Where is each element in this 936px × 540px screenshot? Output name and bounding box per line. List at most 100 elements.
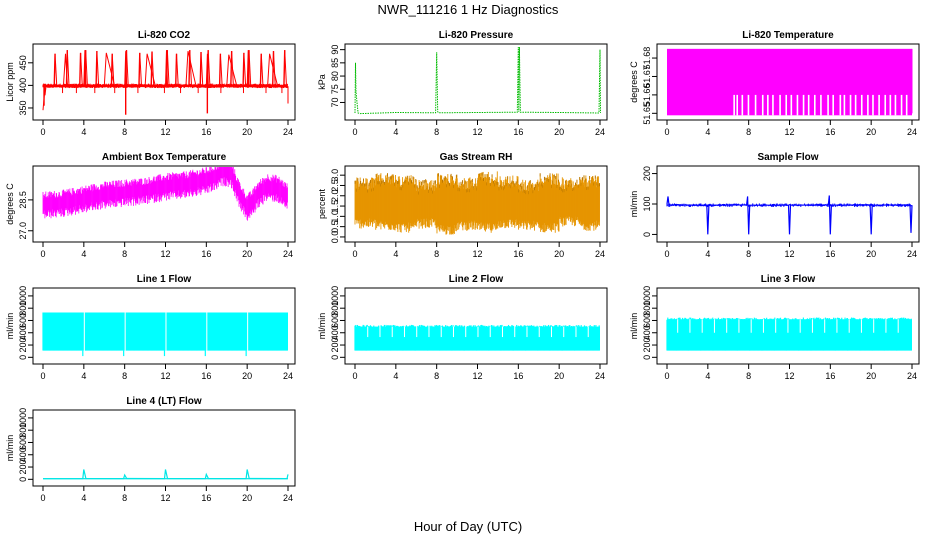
y-tick-label: 350 — [18, 100, 28, 115]
y-tick-label: 400 — [18, 447, 28, 462]
co2-spike — [66, 50, 70, 87]
x-tick-label: 24 — [283, 371, 293, 381]
co2-spike — [260, 53, 264, 87]
panel-line-1-flow: Line 1 Flow 0 4 8 12 16 20 24 0 2004006008001000m… — [5, 274, 296, 381]
co2-spike — [248, 50, 252, 87]
x-tick-label: 0 — [352, 127, 357, 137]
x-tick-label: 4 — [81, 249, 86, 259]
co2-spike — [96, 51, 100, 87]
co2-spike — [126, 50, 129, 87]
x-tick-label: 8 — [122, 371, 127, 381]
y-tick-label: 200 — [18, 460, 28, 475]
temperature-gap — [796, 94, 799, 116]
x-tick-label: 16 — [201, 371, 211, 381]
x-tick-label: 12 — [160, 371, 170, 381]
x-tick-label: 16 — [825, 249, 835, 259]
y-tick-label: 200 — [330, 338, 340, 353]
y-tick-label: 600 — [18, 435, 28, 450]
co2-spike — [111, 53, 115, 87]
panel-title: Li-820 CO2 — [138, 30, 191, 41]
y-tick-label: 0 — [642, 232, 652, 237]
x-tick-label: 16 — [201, 127, 211, 137]
temperature-gap — [872, 94, 874, 116]
y-tick-label: 75 — [330, 84, 340, 94]
x-tick-label: 8 — [746, 371, 751, 381]
x-tick-label: 12 — [472, 371, 482, 381]
y-tick-label: 0 — [642, 355, 652, 360]
y-tick-label: 27.0 — [18, 222, 28, 240]
y-tick-label: 1.5 — [330, 200, 340, 213]
line4-line — [42, 469, 289, 480]
y-tick-label: 400 — [642, 325, 652, 340]
temperature-gap — [860, 94, 863, 116]
co2-spike — [273, 51, 276, 87]
y-tick-label: 800 — [18, 423, 28, 438]
plot-frame — [32, 165, 296, 243]
temperature-gap — [785, 94, 788, 116]
y-tick-label: 400 — [330, 325, 340, 340]
x-tick-label: 4 — [81, 127, 86, 137]
plot-frame — [344, 165, 608, 243]
x-tick-label: 8 — [434, 127, 439, 137]
temperature-gap — [849, 94, 852, 116]
temperature-gap — [767, 94, 769, 116]
series — [42, 469, 289, 480]
panel-title: Line 1 Flow — [137, 274, 192, 285]
x-tick-label: 0 — [40, 371, 45, 381]
x-tick-label: 24 — [907, 127, 917, 137]
temperature-gap — [900, 94, 903, 116]
x-tick-label: 0 — [664, 127, 669, 137]
y-tick-label: 800 — [642, 301, 652, 316]
panel-li-820-pressure: Li-820 Pressure 0 4 8 12 16 20 24 70 75 80 85 90 kPa — [317, 30, 608, 137]
x-tick-label: 0 — [352, 249, 357, 259]
panel-title: Li-820 Pressure — [439, 30, 514, 41]
figure-title: NWR_111216 1 Hz Diagnostics — [378, 2, 559, 17]
x-tick-label: 8 — [122, 127, 127, 137]
y-tick-label: 2.5 — [330, 179, 340, 192]
x-tick-label: 8 — [122, 249, 127, 259]
x-tick-label: 16 — [825, 371, 835, 381]
y-tick-label: 0.0 — [330, 231, 340, 244]
temperature-gap — [820, 94, 822, 116]
co2-spike — [284, 50, 287, 87]
temperature-gap — [814, 94, 816, 116]
y-tick-label: 600 — [642, 313, 652, 328]
x-tick-label: 8 — [122, 493, 127, 503]
x-tick-label: 16 — [513, 127, 523, 137]
plot-frame — [656, 287, 920, 365]
y-tick-label: 51.67 — [642, 65, 652, 88]
x-tick-label: 12 — [160, 493, 170, 503]
x-tick-label: 4 — [393, 371, 398, 381]
x-tick-label: 8 — [746, 127, 751, 137]
x-tick-label: 24 — [283, 249, 293, 259]
x-tick-label: 16 — [201, 493, 211, 503]
sample-flow-line — [666, 195, 913, 235]
x-tick-label: 4 — [393, 249, 398, 259]
plot-frame — [344, 287, 608, 365]
x-tick-label: 20 — [554, 127, 564, 137]
x-tick-label: 4 — [705, 371, 710, 381]
x-tick-label: 0 — [664, 371, 669, 381]
temperature-gap — [754, 94, 757, 116]
plot-frame — [656, 43, 920, 121]
y-tick-label: 450 — [18, 55, 28, 70]
y-tick-label: 1000 — [330, 286, 340, 306]
y-tick-label: 600 — [18, 313, 28, 328]
x-tick-label: 16 — [513, 249, 523, 259]
x-tick-label: 20 — [866, 371, 876, 381]
y-tick-label: 0 — [18, 477, 28, 482]
x-tick-label: 20 — [242, 249, 252, 259]
temperature-gap — [736, 94, 739, 116]
temperature-gap — [867, 94, 869, 116]
x-tick-label: 4 — [81, 371, 86, 381]
y-tick-label: 0.5 — [330, 220, 340, 233]
co2-spike — [219, 53, 223, 87]
x-tick-label: 4 — [705, 249, 710, 259]
x-tick-label: 4 — [705, 127, 710, 137]
co2-spike — [207, 50, 211, 87]
series — [667, 48, 913, 116]
x-tick-label: 20 — [866, 127, 876, 137]
y-axis-label: ml/min — [5, 313, 15, 340]
temperature-gap — [854, 94, 857, 116]
temperature-gap — [802, 94, 805, 116]
